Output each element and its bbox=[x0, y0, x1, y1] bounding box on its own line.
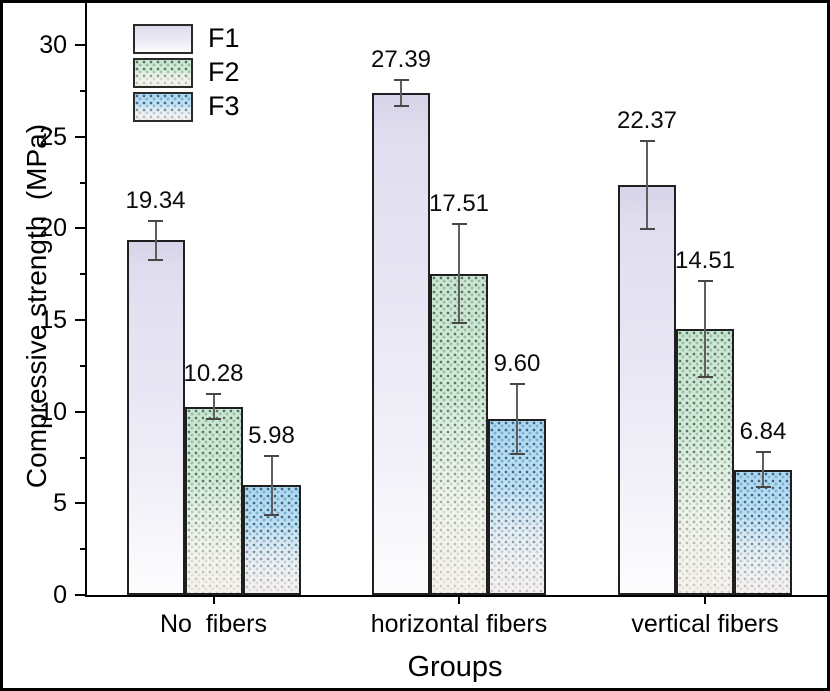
y-tick-minor bbox=[80, 364, 85, 367]
value-label: 14.51 bbox=[674, 247, 736, 275]
value-label: 6.84 bbox=[739, 418, 787, 446]
x-tick bbox=[212, 595, 215, 604]
y-tick-label: 25 bbox=[39, 122, 67, 151]
legend-label-f3: F3 bbox=[208, 91, 240, 121]
legend-item-f2: F2 bbox=[133, 57, 240, 88]
y-tick-minor bbox=[80, 181, 85, 184]
value-label: 10.28 bbox=[183, 359, 244, 387]
x-tick bbox=[704, 595, 706, 604]
legend: F1 F2 F3 bbox=[133, 23, 240, 125]
category-label: vertical fibers bbox=[631, 610, 779, 638]
bar-f3-group3 bbox=[734, 469, 792, 595]
y-tick-major bbox=[75, 227, 85, 230]
x-axis-line bbox=[85, 595, 827, 597]
legend-label-f1: F1 bbox=[208, 23, 240, 53]
value-label: 5.98 bbox=[248, 422, 295, 450]
error-bar-cap-top bbox=[697, 280, 713, 283]
error-bar-cap-top bbox=[755, 451, 771, 454]
error-bar-cap-top bbox=[393, 79, 409, 82]
error-bar-line bbox=[270, 456, 273, 515]
error-bar-cap-bottom bbox=[697, 375, 713, 378]
bar-f1-group3 bbox=[618, 184, 676, 595]
y-tick-label: 10 bbox=[39, 397, 67, 426]
bar-f1-group1 bbox=[126, 240, 185, 595]
legend-item-f1: F1 bbox=[133, 23, 240, 54]
value-label: 27.39 bbox=[370, 46, 432, 74]
error-bar-line bbox=[516, 384, 518, 454]
y-tick-label: 20 bbox=[39, 214, 67, 243]
legend-swatch-f2 bbox=[133, 57, 193, 88]
bar-f2-group2 bbox=[430, 273, 488, 595]
x-tick bbox=[458, 595, 460, 604]
error-bar-line bbox=[400, 80, 402, 106]
value-label: 19.34 bbox=[125, 187, 186, 215]
error-bar-cap-bottom bbox=[755, 486, 771, 489]
bar-f1-group2 bbox=[372, 92, 430, 595]
error-bar-cap-bottom bbox=[264, 513, 279, 516]
x-axis-title: Groups bbox=[407, 651, 503, 683]
error-bar-cap-bottom bbox=[639, 227, 655, 230]
error-bar-line bbox=[646, 140, 648, 229]
error-bar-cap-bottom bbox=[206, 418, 221, 421]
error-bar-cap-top bbox=[206, 392, 221, 395]
error-bar-cap-bottom bbox=[509, 452, 525, 455]
category-label: horizontal fibers bbox=[370, 610, 548, 638]
error-bar-line bbox=[154, 221, 157, 260]
legend-label-f2: F2 bbox=[208, 57, 240, 87]
category-label: No fibers bbox=[160, 610, 267, 638]
bar-f2-group1 bbox=[184, 406, 243, 595]
error-bar-cap-bottom bbox=[393, 104, 409, 107]
y-tick-major bbox=[75, 410, 85, 413]
y-tick-minor bbox=[80, 273, 85, 276]
error-bar-cap-bottom bbox=[451, 322, 467, 325]
value-label: 9.60 bbox=[493, 350, 541, 378]
y-tick-major bbox=[75, 44, 85, 46]
error-bar-cap-top bbox=[509, 383, 525, 386]
y-tick-label: 0 bbox=[53, 581, 67, 609]
error-bar-line bbox=[212, 393, 215, 420]
y-tick-minor bbox=[80, 456, 85, 459]
error-bar-line bbox=[458, 224, 460, 324]
y-axis-line bbox=[85, 3, 87, 597]
y-tick-major bbox=[75, 502, 85, 505]
legend-item-f3: F3 bbox=[133, 91, 240, 122]
y-tick-major bbox=[75, 594, 85, 596]
error-bar-line bbox=[762, 452, 764, 487]
legend-swatch-f3 bbox=[133, 91, 193, 122]
error-bar-cap-top bbox=[639, 139, 655, 142]
y-axis-title: Compressive strength (MPa) bbox=[21, 123, 52, 489]
y-tick-major bbox=[75, 319, 85, 321]
legend-swatch-f1 bbox=[133, 23, 193, 54]
y-tick-major bbox=[75, 135, 85, 138]
y-tick-label: 5 bbox=[53, 489, 67, 518]
error-bar-cap-top bbox=[451, 223, 467, 226]
error-bar-line bbox=[704, 281, 706, 377]
error-bar-cap-top bbox=[264, 455, 279, 458]
value-label: 17.51 bbox=[428, 190, 490, 218]
y-tick-label: 15 bbox=[39, 306, 67, 334]
y-tick-minor bbox=[80, 548, 85, 551]
y-tick-label: 30 bbox=[39, 31, 67, 59]
error-bar-cap-bottom bbox=[148, 258, 163, 261]
value-label: 22.37 bbox=[616, 106, 678, 134]
y-tick-minor bbox=[80, 89, 85, 92]
error-bar-cap-top bbox=[148, 220, 163, 223]
